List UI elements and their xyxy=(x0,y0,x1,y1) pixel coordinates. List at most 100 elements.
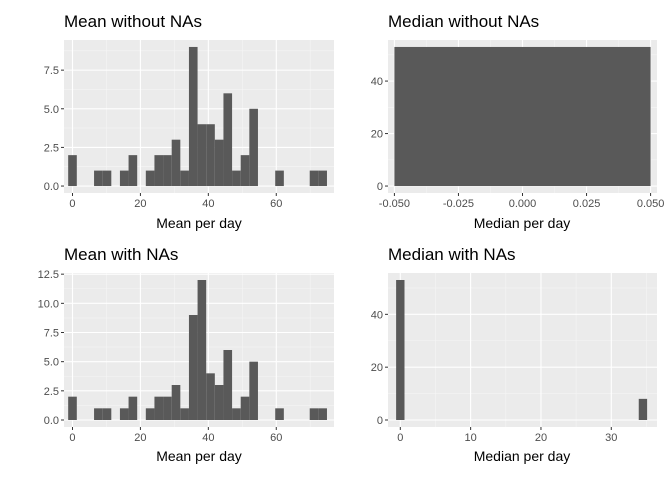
histogram-bar xyxy=(249,108,258,187)
y-axis-ticks: 0 20 40 xyxy=(371,76,388,193)
y-axis-ticks: 0 20 40 xyxy=(371,309,388,427)
histogram-bar xyxy=(214,385,224,420)
x-tick-label: 0.000 xyxy=(509,198,537,210)
x-tick-label: 0.050 xyxy=(637,198,665,210)
histogram-bar xyxy=(396,280,405,420)
histogram-bar xyxy=(145,170,155,187)
histogram-bar xyxy=(188,46,198,187)
histogram-bars xyxy=(396,280,648,420)
histogram-bar xyxy=(163,396,172,420)
y-tick-label: 2.5 xyxy=(44,386,59,398)
y-tick-label: 7.5 xyxy=(44,328,59,340)
histogram-bar xyxy=(163,155,172,187)
x-axis-title: Mean per day xyxy=(156,448,242,464)
x-tick-label: 30 xyxy=(605,432,617,444)
histogram-bar xyxy=(275,170,284,187)
x-axis-ticks: 0 20 40 60 xyxy=(69,427,282,444)
y-tick-label: 5.0 xyxy=(44,104,59,116)
histogram-bar xyxy=(309,408,319,420)
histogram-bars xyxy=(68,280,327,420)
histogram-bar xyxy=(128,396,138,420)
x-tick-label: 40 xyxy=(202,432,214,444)
histogram-bar xyxy=(119,408,129,420)
x-tick-label: 60 xyxy=(270,198,282,210)
histogram-bars xyxy=(68,46,327,187)
histogram-bar xyxy=(180,170,189,187)
x-tick-label: 20 xyxy=(134,432,146,444)
y-tick-label: 20 xyxy=(371,362,383,374)
y-tick-label: 0 xyxy=(377,415,383,427)
x-tick-label: 0 xyxy=(69,198,75,210)
x-axis-ticks: 0 10 20 30 xyxy=(397,427,617,444)
x-tick-label: 20 xyxy=(134,198,146,210)
chart-title: Median without NAs xyxy=(388,12,539,31)
histogram-bar xyxy=(94,408,103,420)
x-tick-label: 10 xyxy=(465,432,477,444)
x-tick-label: 0.025 xyxy=(573,198,601,210)
histogram-bar xyxy=(232,408,241,420)
y-tick-label: 0.0 xyxy=(44,415,59,427)
chart-title: Median with NAs xyxy=(388,245,516,264)
histogram-bar xyxy=(318,408,327,420)
y-tick-label: 12.5 xyxy=(38,269,59,281)
histogram-bar xyxy=(68,155,77,187)
x-tick-label: 20 xyxy=(535,432,547,444)
y-tick-label: 7.5 xyxy=(44,65,59,77)
panel-median-without-nas: Median without NAs -0.050 -0.025 0.000 0.02… xyxy=(371,12,665,231)
chart-title: Mean without NAs xyxy=(64,12,202,31)
histogram-bar xyxy=(223,93,233,187)
y-tick-label: 0 xyxy=(377,181,383,193)
histogram-bar xyxy=(188,315,198,420)
panel-median-with-nas: Median with NAs 0 10 20 30 0 20 40 Median per… xyxy=(371,245,657,464)
x-axis-title: Median per day xyxy=(474,215,571,231)
histogram-bar xyxy=(240,155,250,187)
plot-background xyxy=(388,273,657,427)
chart-title: Mean with NAs xyxy=(64,245,178,264)
x-axis-title: Mean per day xyxy=(156,215,242,231)
y-tick-label: 5.0 xyxy=(44,357,59,369)
y-tick-label: 40 xyxy=(371,76,383,88)
grid-lines xyxy=(64,273,334,427)
histogram-bar xyxy=(180,408,189,420)
histogram-bar xyxy=(394,46,651,187)
x-tick-label: -0.050 xyxy=(379,198,410,210)
y-tick-label: 20 xyxy=(371,129,383,141)
histogram-bar xyxy=(154,155,164,187)
histogram-bar xyxy=(119,170,129,187)
histogram-bar xyxy=(638,398,648,420)
histogram-bars xyxy=(394,46,651,187)
histogram-bar xyxy=(318,170,327,187)
panel-mean-with-nas: Mean with NAs 0 20 40 60 0.0 2.5 5.0 7.5 10.0 12… xyxy=(38,245,334,464)
y-axis-ticks: 0.0 2.5 5.0 7.5 xyxy=(44,65,64,193)
histogram-bar xyxy=(275,408,284,420)
x-tick-label: -0.025 xyxy=(443,198,474,210)
histogram-bar xyxy=(197,124,207,187)
y-tick-label: 0.0 xyxy=(44,181,59,193)
histogram-bar xyxy=(102,408,112,420)
histogram-bar xyxy=(223,350,233,420)
histogram-bar xyxy=(128,155,138,187)
histogram-bar xyxy=(240,396,250,420)
histogram-bar xyxy=(154,396,164,420)
x-tick-label: 0 xyxy=(69,432,75,444)
y-axis-ticks: 0.0 2.5 5.0 7.5 10.0 12.5 xyxy=(38,269,64,427)
histogram-bar xyxy=(249,361,258,420)
grid-lines xyxy=(388,273,657,427)
x-axis-title: Median per day xyxy=(474,448,571,464)
histogram-bar xyxy=(214,139,224,187)
histogram-bar xyxy=(145,408,155,420)
histogram-bar xyxy=(68,396,77,420)
histogram-bar xyxy=(197,280,207,420)
y-tick-label: 10.0 xyxy=(38,298,59,310)
histogram-bar xyxy=(206,373,215,420)
x-tick-label: 40 xyxy=(202,198,214,210)
histogram-bar xyxy=(171,139,181,187)
x-axis-ticks: 0 20 40 60 xyxy=(69,193,282,210)
histogram-bar xyxy=(232,170,241,187)
x-axis-ticks: -0.050 -0.025 0.000 0.025 0.050 xyxy=(379,193,665,210)
histogram-bar xyxy=(102,170,112,187)
histogram-bar xyxy=(309,170,319,187)
histogram-bar xyxy=(206,124,215,187)
x-tick-label: 60 xyxy=(270,432,282,444)
